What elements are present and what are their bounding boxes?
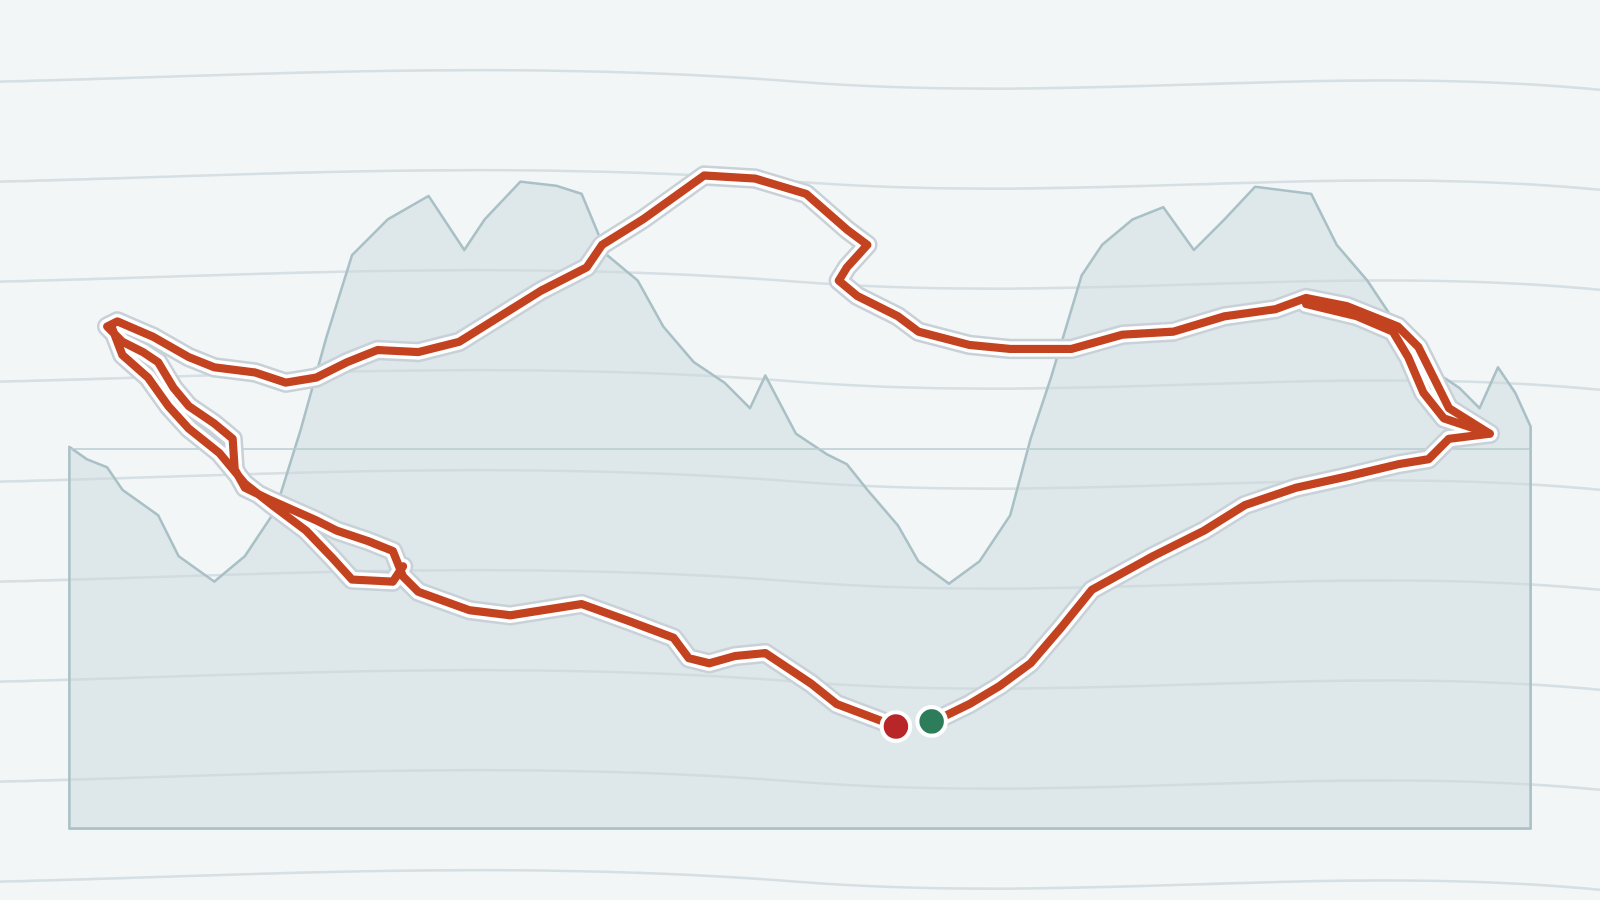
contour-line: [0, 868, 1600, 892]
contour-line: [0, 68, 1600, 92]
start-marker[interactable]: [915, 705, 948, 738]
finish-marker[interactable]: [879, 710, 913, 743]
